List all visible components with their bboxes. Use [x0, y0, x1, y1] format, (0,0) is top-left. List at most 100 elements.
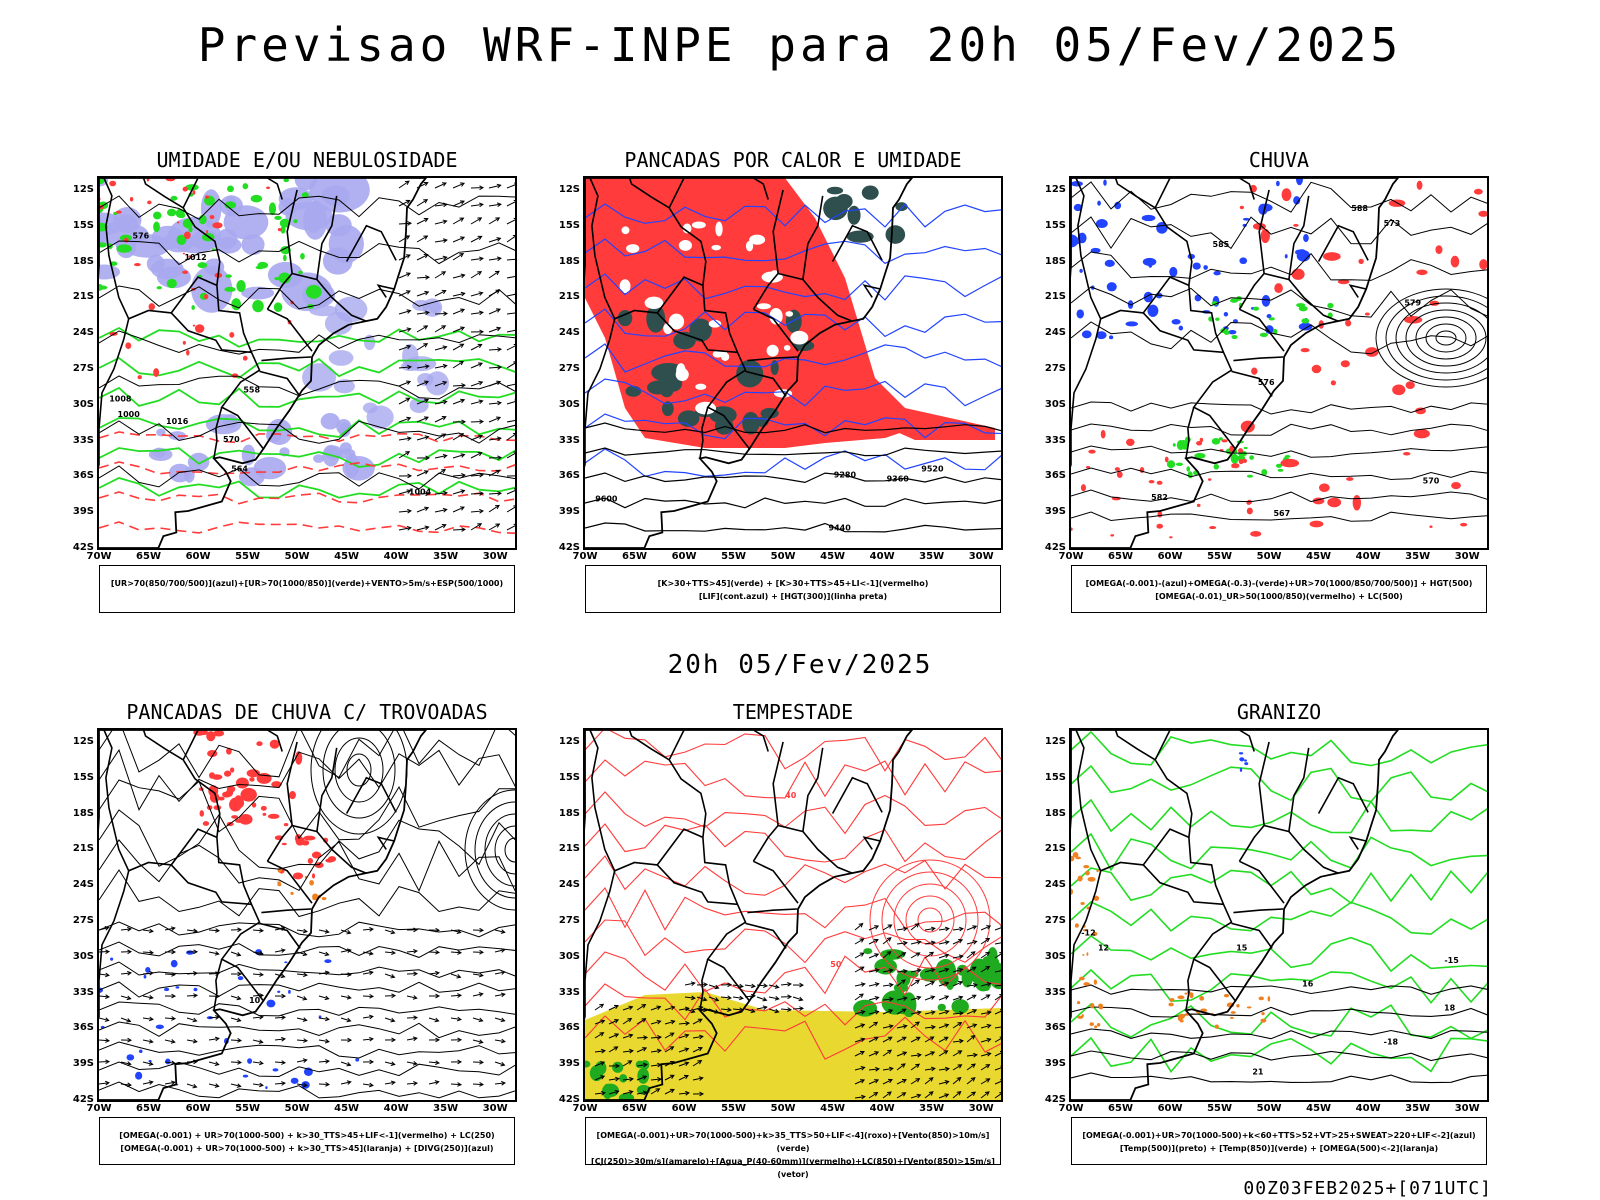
map-plot: 40 50 — [583, 728, 1003, 1102]
lat-tick-label: 21S — [1044, 291, 1066, 303]
lat-tick-label: 42S — [558, 1094, 580, 1105]
lon-tick-label: 60W — [671, 1103, 697, 1114]
lat-tick-label: 39S — [558, 506, 580, 518]
lon-tick-label: 35W — [433, 551, 459, 562]
lat-tick-label: 33S — [1044, 986, 1066, 998]
lon-tick-label: 70W — [1058, 1103, 1084, 1114]
contour-label: 9600 — [595, 495, 618, 504]
contour-label: 1016 — [166, 417, 189, 426]
lon-tick-label: 35W — [1405, 1103, 1431, 1114]
contour-label: 570 — [1423, 477, 1440, 486]
lat-tick-label: 36S — [558, 1022, 580, 1034]
lat-tick-label: 21S — [72, 843, 94, 855]
lon-tick-label: 50W — [284, 551, 310, 562]
lat-tick-label: 15S — [1044, 219, 1066, 231]
contour-label: 582 — [1151, 493, 1168, 502]
lat-tick-label: 15S — [558, 771, 580, 783]
lon-tick-label: 55W — [1207, 551, 1233, 562]
contour-label: 1000 — [118, 410, 141, 419]
lat-tick-label: 12S — [1044, 735, 1066, 747]
lon-tick-label: 50W — [1256, 551, 1282, 562]
lat-tick-label: 21S — [558, 291, 580, 303]
lon-tick-label: 70W — [1058, 551, 1084, 562]
legend-line: [UR>70(850/700/500)](azul)+[UR>70(1000/8… — [110, 579, 504, 588]
legend-line: [OMEGA(-0.001)+UR>70(1000-500)+k>35_TTS>… — [596, 1131, 990, 1153]
legend-line: [OMEGA(-0.001) + UR>70(1000-500) + k>30_… — [120, 1144, 494, 1153]
contour-label: 564 — [231, 465, 248, 474]
legend-line: [OMEGA(-0.001) + UR>70(1000-500) + k>30_… — [119, 1131, 495, 1140]
lat-tick-label: 18S — [72, 807, 94, 819]
contour-label: 16 — [1302, 979, 1314, 988]
lat-tick-label: 33S — [72, 986, 94, 998]
legend-line: [OMEGA(-0.01)_UR>50(1000/850)(vermelho) … — [1155, 592, 1403, 601]
lat-tick-label: 24S — [558, 327, 580, 339]
map-plot: -12 -15 -18 12 15 18 21 16 — [1069, 728, 1489, 1102]
lat-tick-label: 24S — [1044, 879, 1066, 891]
lat-tick-label: 18S — [558, 807, 580, 819]
page-title: Previsao WRF-INPE para 20h 05/Fev/2025 — [197, 18, 1403, 72]
lat-tick-label: 12S — [72, 735, 94, 747]
lon-tick-label: 55W — [235, 551, 261, 562]
panel-title: TEMPESTADE — [732, 700, 854, 724]
contour-label: 579 — [1404, 299, 1421, 308]
lat-tick-label: 42S — [558, 542, 580, 553]
lat-tick-label: 15S — [1044, 771, 1066, 783]
contour-label: 573 — [1384, 219, 1401, 228]
lat-tick-label: 15S — [72, 771, 94, 783]
panel-title: UMIDADE E/OU NEBULOSIDADE — [156, 148, 458, 172]
lat-tick-label: 24S — [558, 879, 580, 891]
lat-tick-label: 42S — [1044, 542, 1066, 553]
lon-tick-label: 40W — [869, 1103, 895, 1114]
run-info: 00Z03FEB2025+[071UTC] — [1243, 1178, 1492, 1199]
lat-tick-label: 18S — [558, 255, 580, 267]
lon-tick-label: 65W — [1108, 551, 1133, 562]
lon-tick-label: 35W — [919, 1103, 945, 1114]
lat-tick-label: 36S — [558, 470, 580, 482]
lon-tick-label: 30W — [968, 1103, 994, 1114]
panel-pancadas-calor: PANCADAS POR CALOR E UMIDADE 9600 9520 944… — [538, 148, 1008, 628]
lon-tick-label: 50W — [770, 1103, 796, 1114]
lon-tick-label: 30W — [1454, 551, 1480, 562]
contour-label: 1012 — [184, 253, 206, 262]
lat-tick-label: 33S — [1044, 434, 1066, 446]
lat-tick-label: 39S — [558, 1058, 580, 1070]
lon-tick-label: 40W — [1355, 1103, 1381, 1114]
panel-legend: [OMEGA(-0.001)+UR>70(1000-500)+k>35_TTS>… — [585, 1117, 1001, 1179]
lat-tick-label: 21S — [558, 843, 580, 855]
lat-tick-label: 18S — [72, 255, 94, 267]
contour-label: 570 — [223, 435, 240, 444]
contour-label: 15 — [1236, 944, 1248, 953]
contour-label: 12 — [1098, 943, 1109, 952]
lon-tick-label: 70W — [86, 1103, 112, 1114]
legend-line: [CJ(250)>30m/s](amarelo)+[Agua_P(40-60mm… — [591, 1157, 995, 1179]
contour-label: 1008 — [109, 394, 132, 403]
lon-tick-label: 45W — [334, 1103, 360, 1114]
contour-label: 40 — [785, 791, 797, 800]
panel-title: CHUVA — [1248, 148, 1310, 172]
lat-tick-label: 39S — [1044, 506, 1066, 518]
lon-tick-label: 65W — [136, 551, 161, 562]
panel-legend: [UR>70(850/700/500)](azul)+[UR>70(1000/8… — [99, 565, 515, 613]
panel-tempestade: TEMPESTADE 40 50 [OMEGA(-0.001)+UR>70(100… — [538, 700, 1008, 1180]
lon-tick-label: 35W — [1405, 551, 1431, 562]
lon-tick-label: 70W — [86, 551, 112, 562]
lon-tick-label: 50W — [1256, 1103, 1282, 1114]
lat-tick-label: 39S — [1044, 1058, 1066, 1070]
lat-tick-label: 15S — [558, 219, 580, 231]
lon-tick-label: 65W — [1108, 1103, 1133, 1114]
lon-tick-label: 65W — [622, 1103, 647, 1114]
lon-tick-label: 40W — [383, 1103, 409, 1114]
lon-tick-label: 50W — [284, 1103, 310, 1114]
lon-tick-label: 50W — [770, 551, 796, 562]
lat-tick-label: 42S — [72, 1094, 94, 1105]
lon-tick-label: 30W — [482, 551, 508, 562]
lat-tick-label: 30S — [558, 950, 580, 962]
lon-tick-label: 65W — [136, 1103, 161, 1114]
map-plot: 582 588 585 579 576 573 570 567 — [1069, 176, 1489, 550]
lon-tick-label: 55W — [235, 1103, 261, 1114]
contour-label: 9440 — [829, 523, 852, 532]
lon-tick-label: 45W — [1306, 551, 1332, 562]
lat-tick-label: 24S — [72, 327, 94, 339]
contour-label: 576 — [133, 231, 150, 240]
lat-tick-label: 30S — [558, 398, 580, 410]
